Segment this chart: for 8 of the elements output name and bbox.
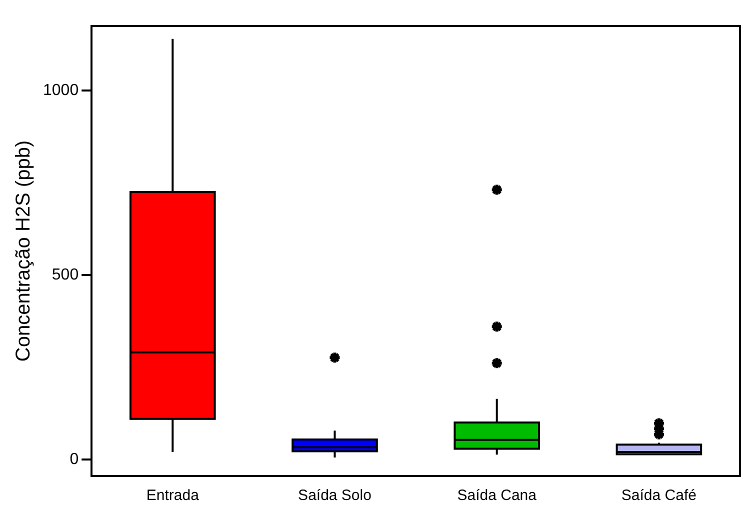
x-tick-label: Entrada: [146, 487, 200, 504]
x-tick-label: Saída Solo: [298, 487, 372, 504]
y-axis-title: Concentração H2S (ppb): [12, 140, 35, 362]
x-tick-label: Saída Cana: [457, 487, 538, 504]
y-tick-label: 1000: [43, 82, 79, 99]
x-tick-label: Saída Café: [621, 487, 696, 504]
y-tick-label: 500: [52, 266, 79, 284]
y-tick-label: 0: [70, 450, 79, 468]
